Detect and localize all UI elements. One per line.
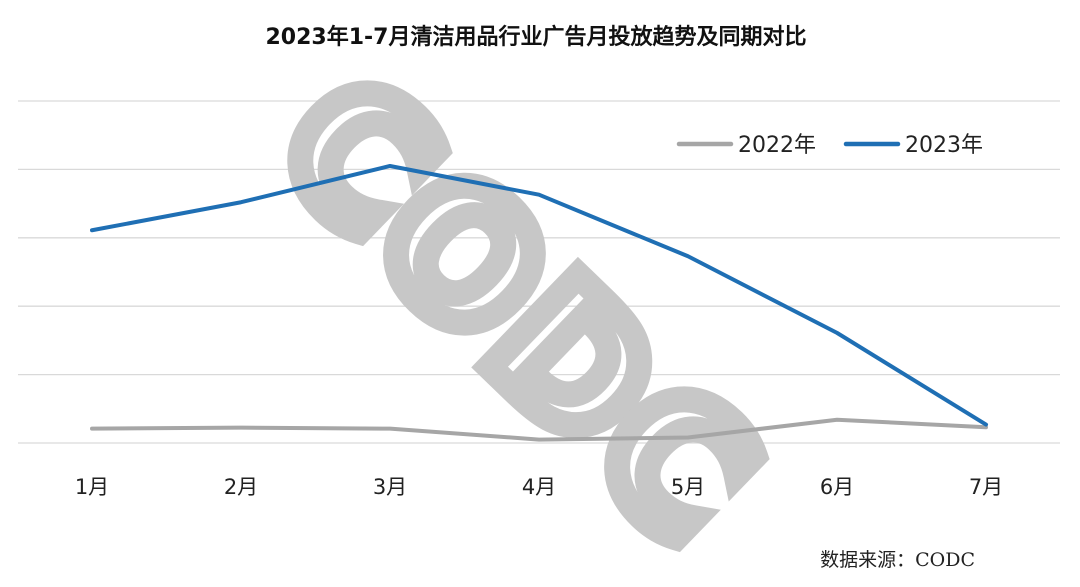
legend-label: 2023年 — [905, 133, 983, 158]
series-line-1 — [90, 417, 988, 442]
x-tick-label: 4月 — [522, 475, 556, 499]
x-axis-tick-labels: 1月 2月 3月 4月 5月 6月 7月 — [75, 475, 1003, 499]
x-tick-label: 1月 — [75, 475, 109, 499]
series-lines — [90, 163, 988, 442]
gridlines — [18, 100, 1060, 444]
x-tick-label: 5月 — [671, 475, 705, 499]
x-tick-label: 2月 — [224, 475, 258, 499]
chart-title: 2023年1-7月清洁用品行业广告月投放趋势及同期对比 — [266, 24, 807, 50]
x-tick-label: 6月 — [820, 475, 854, 499]
source-note: 数据来源：CODC — [820, 549, 975, 571]
x-tick-label: 7月 — [969, 475, 1003, 499]
x-tick-label: 3月 — [373, 475, 407, 499]
watermark-logo: CODC — [241, 39, 796, 584]
series-line-2 — [90, 163, 988, 427]
legend-label: 2022年 — [738, 133, 816, 158]
legend: 2022年 2023年 — [676, 133, 983, 158]
